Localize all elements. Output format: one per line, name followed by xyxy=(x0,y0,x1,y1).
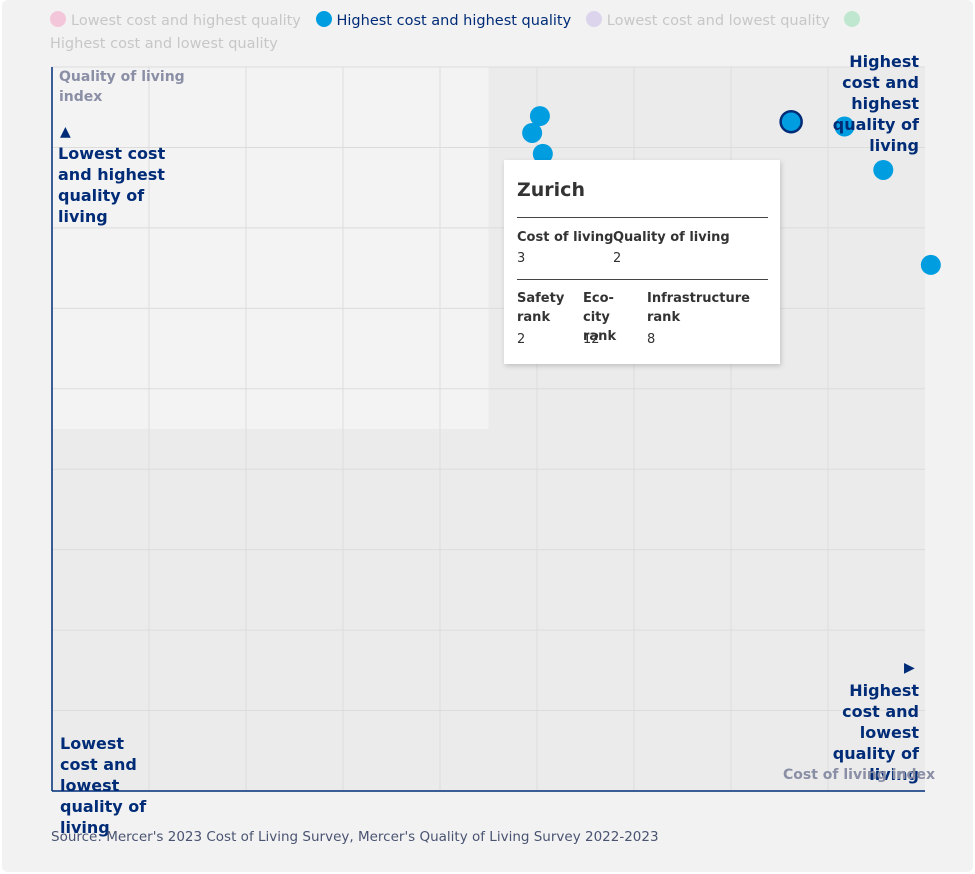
tooltip-divider xyxy=(517,217,768,218)
data-point xyxy=(529,106,550,127)
tooltip-safety-value: 2 xyxy=(517,332,526,347)
grid-lines xyxy=(52,66,925,791)
right-arrow-icon: ▶ xyxy=(904,660,915,676)
tooltip-divider xyxy=(517,279,768,280)
axes xyxy=(51,67,925,792)
quadrant-backgrounds xyxy=(52,67,925,791)
tooltip-quality-value: 2 xyxy=(613,251,622,266)
data-point xyxy=(920,254,941,275)
legend-dot-icon xyxy=(585,11,602,27)
legend-dot-icon xyxy=(315,11,332,27)
legend-item[interactable]: Lowest cost and highest quality xyxy=(50,11,301,29)
quadrant-label-top-right: Highest cost and highest quality of livi… xyxy=(832,52,919,155)
legend-label: Highest cost and lowest quality xyxy=(50,36,278,52)
data-point xyxy=(532,143,553,164)
data-point xyxy=(873,159,894,180)
tooltip-city-name: Zurich xyxy=(517,179,585,201)
tooltip-cost-value: 3 xyxy=(517,251,526,266)
data-point xyxy=(522,122,543,143)
tooltip-safety-label: Safety rank xyxy=(517,291,565,325)
legend-item[interactable]: Highest cost and lowest quality xyxy=(50,11,865,52)
tooltip-quality-label: Quality of living xyxy=(613,230,730,245)
y-axis-label: Quality of living index xyxy=(59,69,185,105)
tooltip-infrastructure-value: 8 xyxy=(647,332,656,347)
quadrant-label-bottom-left: Lowest cost and lowest quality of living xyxy=(60,734,147,837)
tooltip-eco-label: Eco-city rank xyxy=(583,291,617,344)
legend-item[interactable]: Lowest cost and lowest quality xyxy=(585,11,830,29)
tooltip-infrastructure-label: Infrastructure rank xyxy=(647,291,750,325)
quadrant-top-left xyxy=(52,67,489,429)
legend-item[interactable]: Highest cost and highest quality xyxy=(315,11,572,29)
legend-label: Highest cost and highest quality xyxy=(336,13,572,29)
legend-dot-icon xyxy=(844,11,861,27)
city-tooltip: Zurich Cost of living Quality of living … xyxy=(504,160,780,364)
data-point xyxy=(834,116,855,137)
tooltip-eco-value: 12 xyxy=(583,332,600,347)
legend-label: Lowest cost and lowest quality xyxy=(606,13,830,29)
legend: Lowest cost and highest quality Highest … xyxy=(50,10,920,56)
quadrant-label-bottom-right: Highest cost and lowest quality of livin… xyxy=(832,681,919,784)
up-arrow-icon: ▲ xyxy=(60,124,71,140)
legend-dot-icon xyxy=(50,11,66,27)
quadrant-label-top-left: Lowest cost and highest quality of livin… xyxy=(58,144,166,226)
legend-label: Lowest cost and highest quality xyxy=(71,13,301,29)
tooltip-cost-label: Cost of living xyxy=(517,230,614,245)
data-point-highlighted xyxy=(779,109,803,134)
source-note: Source: Mercer's 2023 Cost of Living Sur… xyxy=(51,829,659,845)
x-axis-label: Cost of living index xyxy=(783,767,936,783)
